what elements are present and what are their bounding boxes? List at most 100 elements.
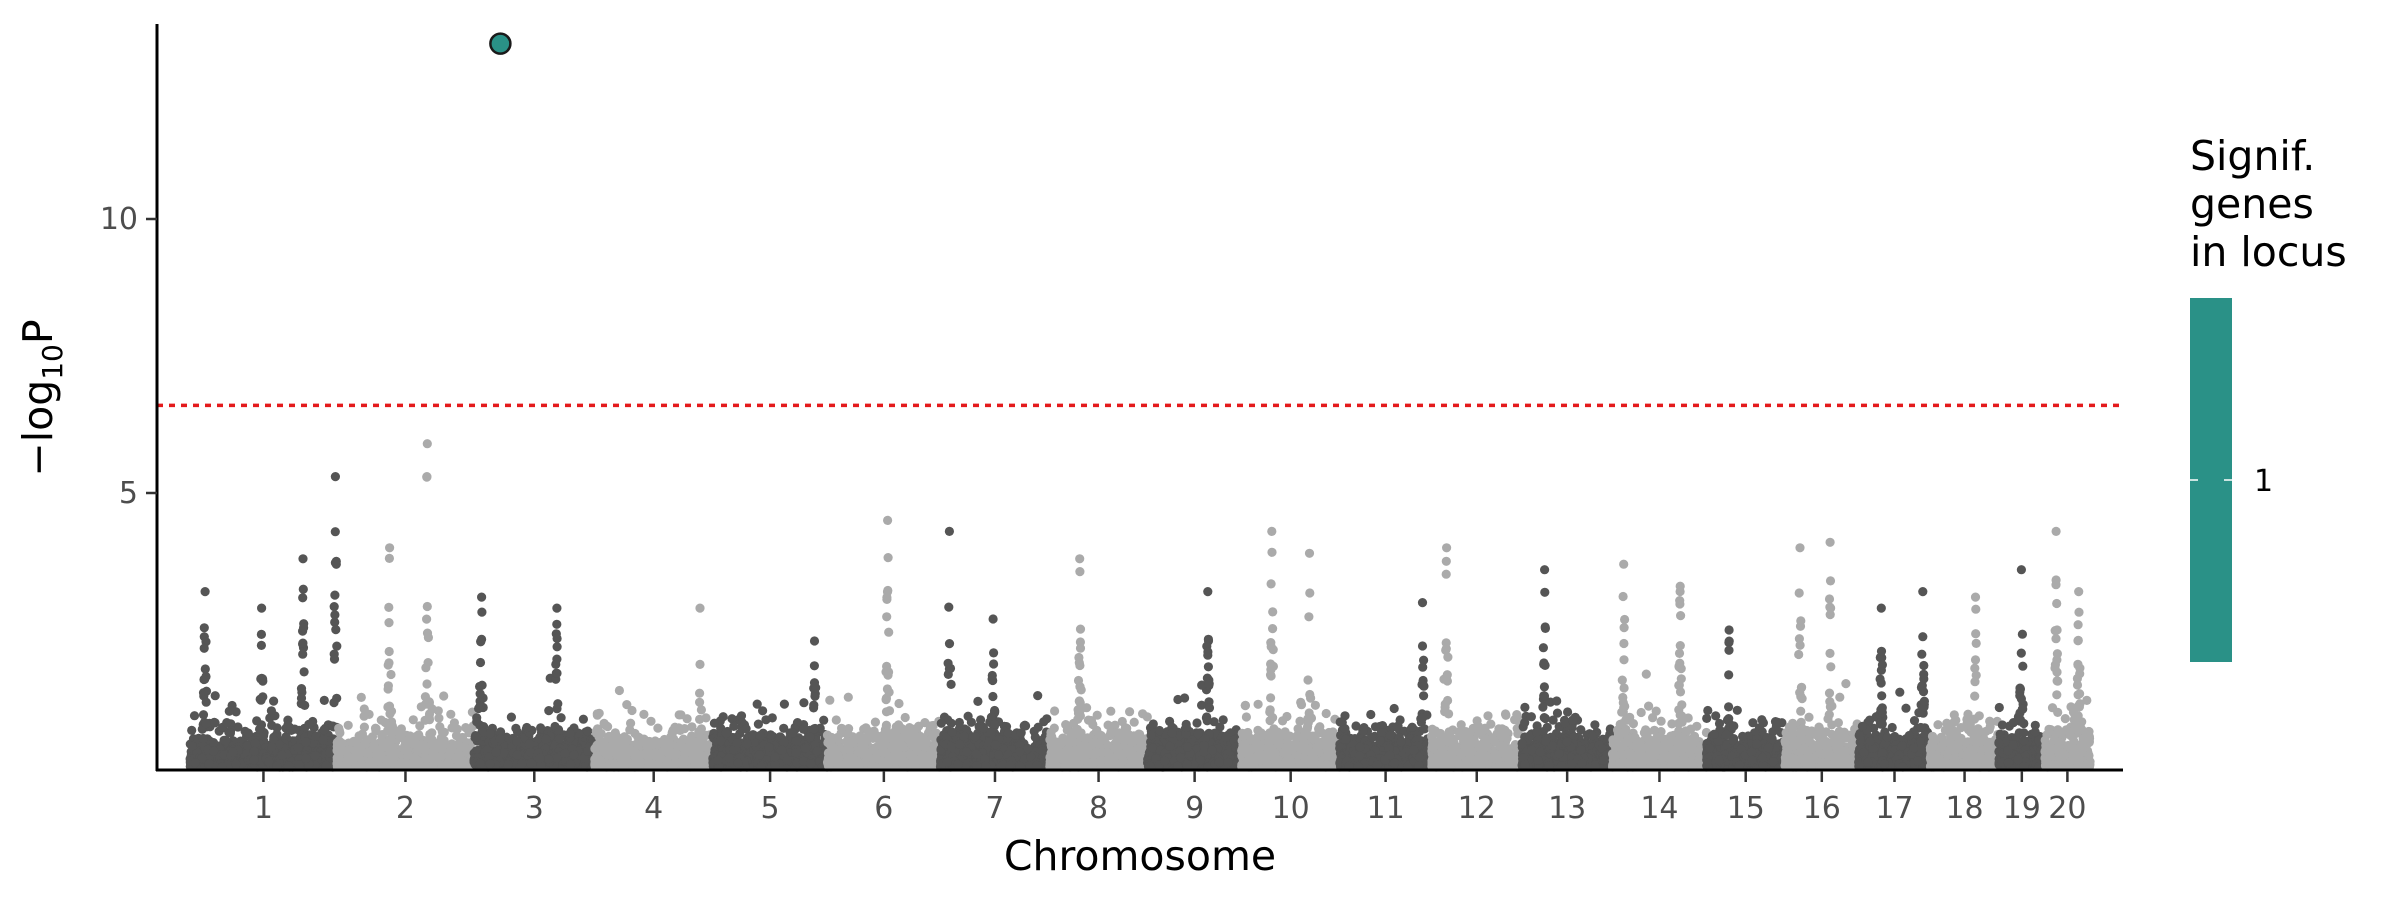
snp-point <box>475 689 485 699</box>
snp-point <box>354 752 364 762</box>
snp-point <box>674 710 684 720</box>
snp-point <box>384 553 394 564</box>
snp-point <box>552 633 562 644</box>
snp-point <box>187 741 197 751</box>
snp-point <box>632 751 642 761</box>
snp-point <box>626 718 636 728</box>
snp-point <box>512 750 522 760</box>
snp-point <box>380 717 390 728</box>
snp-point <box>646 716 656 726</box>
snp-point <box>594 732 604 742</box>
snp-point <box>384 646 394 657</box>
snp-point <box>204 759 214 769</box>
snp-point <box>651 750 661 760</box>
snp-point <box>594 708 604 718</box>
snp-point <box>256 695 266 705</box>
snp-point <box>476 637 486 647</box>
snp-point <box>343 720 353 730</box>
snp-point <box>256 629 266 640</box>
snp-point <box>444 751 454 761</box>
snp-point <box>384 602 394 613</box>
snp-point <box>560 748 570 759</box>
snp-point <box>330 558 340 568</box>
snp-point <box>343 752 353 762</box>
snp-point <box>190 758 200 768</box>
snp-point <box>565 728 575 738</box>
snp-point <box>551 668 561 678</box>
snp-point <box>187 725 197 736</box>
snp-point <box>544 706 554 716</box>
snp-point <box>694 727 704 737</box>
snp-point <box>511 736 522 746</box>
snp-point <box>517 759 527 769</box>
snp-point <box>298 649 308 659</box>
peak-point <box>330 472 340 482</box>
snp-point <box>578 714 589 724</box>
snp-point <box>471 732 482 742</box>
snp-point <box>603 722 613 732</box>
peak-point <box>552 603 562 613</box>
snp-point <box>495 734 505 744</box>
snp-point <box>620 741 630 751</box>
snp-point <box>330 610 340 620</box>
snp-point <box>474 703 484 714</box>
snp-point <box>614 685 625 696</box>
snp-point <box>329 654 340 664</box>
snp-point <box>334 723 344 733</box>
snp-point <box>422 679 432 689</box>
snp-point <box>610 728 620 738</box>
snp-point <box>644 736 655 747</box>
snp-point <box>601 745 611 755</box>
snp-point <box>477 607 487 617</box>
snp-point <box>256 640 266 651</box>
snp-point <box>422 601 432 612</box>
snp-point <box>556 713 566 723</box>
snp-point <box>424 709 435 719</box>
snp-point <box>255 724 265 734</box>
snp-point <box>208 738 219 748</box>
snp-point <box>460 742 470 752</box>
snp-point <box>227 700 237 711</box>
snp-point <box>566 759 576 770</box>
snp-point <box>330 527 340 537</box>
snp-point <box>439 691 449 701</box>
snp-point <box>301 737 311 747</box>
peak-point <box>385 543 395 553</box>
snp-point <box>451 731 462 741</box>
snp-point <box>669 726 680 736</box>
snp-point <box>199 674 209 685</box>
snp-point <box>222 718 232 728</box>
snp-point <box>552 619 562 629</box>
snp-point <box>384 618 394 628</box>
snp-point <box>641 748 651 758</box>
snp-point <box>283 720 293 731</box>
snp-point <box>388 758 398 768</box>
snp-point <box>383 681 393 691</box>
snp-point <box>552 753 562 763</box>
peak-point <box>422 439 432 449</box>
snp-point <box>294 760 304 770</box>
snp-point <box>695 688 705 698</box>
snp-point <box>335 737 345 747</box>
snp-point <box>485 729 495 739</box>
peak-point <box>695 603 705 613</box>
snp-point <box>698 737 708 748</box>
snp-point <box>477 680 487 690</box>
snp-point <box>536 723 546 733</box>
snp-point <box>209 746 219 756</box>
snp-point <box>694 748 704 759</box>
snp-point <box>422 628 433 638</box>
snp-point <box>437 744 447 754</box>
snp-point <box>485 759 495 769</box>
snp-point <box>318 735 328 745</box>
snp-point <box>619 732 630 742</box>
snp-point <box>553 699 563 709</box>
snp-point <box>330 590 340 600</box>
snp-point <box>526 758 536 768</box>
snp-point <box>503 760 513 770</box>
snp-point <box>331 625 341 635</box>
data-points-layer <box>185 439 2095 772</box>
snp-point <box>231 759 241 769</box>
snp-point <box>201 697 211 707</box>
snp-point <box>200 664 210 674</box>
